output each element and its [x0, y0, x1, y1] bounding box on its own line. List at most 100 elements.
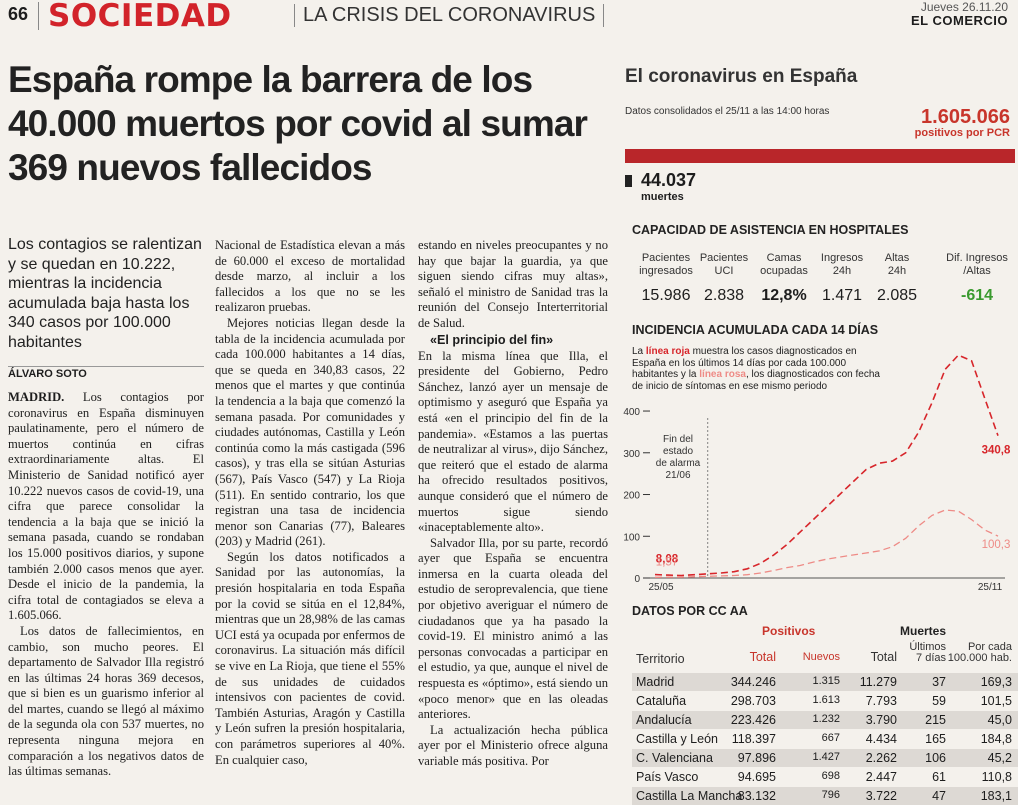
table-row [632, 711, 1018, 729]
table-value: -614 [960, 287, 994, 304]
table-cell: 101,5 [980, 694, 1012, 708]
table-cell: 7.793 [865, 694, 897, 708]
section-name: SOCIEDAD [48, 0, 232, 34]
dateline: MADRID. [8, 390, 65, 404]
table-cell: 94.695 [737, 770, 776, 784]
y-tick-label: 200 [623, 491, 640, 502]
chart-description: La línea roja muestra los casos diagnost… [632, 346, 892, 392]
table-cell: 165 [925, 732, 946, 746]
description-part: La [632, 346, 646, 357]
table-cell: 61 [932, 770, 946, 784]
table-cell: 4.434 [865, 732, 897, 746]
byline: ÁLVARO SOTO [8, 366, 204, 380]
column-header: Territorio [636, 652, 685, 666]
date: Jueves 26.11.20 [920, 0, 1008, 14]
positives: 1.605.066 [921, 106, 1010, 128]
annotation-line-text: estado [663, 446, 693, 457]
table-cell: 667 [821, 732, 840, 744]
table-cell: 37 [932, 675, 946, 689]
table-cell: 3.790 [865, 713, 897, 727]
table-cell: 183,1 [980, 789, 1012, 803]
table-cell: 298.703 [730, 694, 776, 708]
table-value: 1.471 [821, 287, 863, 304]
paragraph: Salvador Illa, por su parte, recordó aye… [418, 535, 608, 722]
table-cell: 215 [925, 713, 946, 727]
annotation-line-text: 21/06 [665, 470, 690, 481]
table-cell: 698 [821, 770, 840, 782]
y-tick-label: 100 [623, 532, 640, 543]
positives-label: positivos por PCR [914, 127, 1010, 139]
table-cell: 2.447 [865, 770, 897, 784]
column: MADRID. Los contagios por coronavirus en… [8, 390, 204, 791]
table-cell: 97.896 [737, 751, 776, 765]
table-row [632, 749, 1018, 767]
table-cell: 45,0 [987, 713, 1012, 727]
table-header: Pacientes ingresados [639, 252, 693, 277]
newspaper: EL COMERCIO [911, 13, 1008, 28]
crosshead: «El principio del fin» [430, 332, 554, 347]
deaths: 44.037 [641, 170, 697, 190]
paragraph: En la misma línea que Illa, el president… [418, 348, 608, 535]
bullet [625, 175, 632, 187]
headline: España rompe la barrera de los 40.000 mu… [8, 59, 588, 188]
table-cell: Madrid [636, 675, 675, 689]
table-cell: Andalucía [636, 713, 692, 727]
topic: LA CRISIS DEL CORONAVIRUS [294, 4, 605, 27]
table-header: Dif. Ingresos /Altas [946, 252, 1008, 277]
column: estando en niveles preocupantes y no hay… [418, 238, 608, 791]
table-cell: Cataluña [636, 694, 687, 708]
table-cell: 118.397 [731, 732, 776, 746]
table-cell: 11.279 [859, 675, 897, 689]
table-value: 15.986 [641, 287, 691, 304]
annotation: Fin del estado de alarma 21/06 [656, 434, 701, 481]
deaths-label: muertes [641, 191, 684, 203]
paragraph: Según los datos notificados a Sanidad po… [215, 549, 405, 767]
page-number: 66 [8, 4, 29, 24]
column-header: Nuevos [802, 651, 840, 663]
chart-title: INCIDENCIA ACUMULADA CADA 14 DÍAS [632, 323, 879, 337]
table-cell: C. Valenciana [636, 751, 713, 765]
divider [38, 2, 39, 30]
table-cell: Castilla y León [636, 732, 718, 746]
table-cell: 106 [925, 751, 946, 765]
value-label: 100,3 [982, 539, 1011, 551]
table-cell: 3.722 [865, 789, 897, 803]
infographic-title: El coronavirus en España [625, 66, 858, 87]
annotation-line-text: de alarma [656, 458, 701, 469]
paragraph: estando en niveles preocupantes y no hay… [418, 238, 608, 330]
column: Nacional de Estadística elevan a más de … [215, 238, 405, 791]
value-label: 1,57 [656, 556, 678, 568]
table-cell: 169,3 [980, 675, 1012, 689]
paragraph: Nacional de Estadística elevan a más de … [215, 238, 405, 315]
y-tick-label: 300 [623, 449, 640, 460]
paragraph-text: Los contagios por coronavirus en España … [8, 390, 204, 623]
table-cell: País Vasco [636, 770, 699, 784]
table-cell: 110,8 [981, 770, 1012, 784]
description-part: línea rosa [699, 369, 746, 380]
table-cell: 344.246 [730, 675, 776, 689]
table-cell: 1.427 [812, 751, 840, 763]
column-header: Total [749, 650, 776, 664]
x-tick-label: 25/11 [978, 582, 1003, 593]
section-title: DATOS POR CC AA [632, 604, 748, 618]
table-value: 12,8% [761, 287, 807, 304]
bar [625, 149, 1015, 163]
group-header: Positivos [762, 624, 816, 638]
table-cell: 83.132 [737, 789, 776, 803]
table-header: Ingresos 24h [820, 252, 864, 277]
column-header: Total [870, 650, 897, 664]
table-cell: 47 [932, 789, 946, 803]
table-cell: 45,2 [987, 751, 1012, 765]
table-cell: 2.262 [865, 751, 897, 765]
table-cell: 223.426 [730, 713, 776, 727]
description-part: línea roja [645, 346, 690, 357]
annotation-line-text: Fin del [663, 434, 693, 445]
column-header: Últimos 7 días [909, 641, 946, 664]
table-cell: 184,8 [980, 732, 1012, 746]
value-label: 8,08 [656, 554, 679, 566]
group-header: Muertes [900, 624, 947, 638]
paragraph: La actualización hecha pública ayer por … [418, 722, 608, 768]
y-tick-label: 400 [623, 407, 640, 418]
y-tick-label: 0 [634, 574, 640, 585]
column-header: Por cada 100.000 hab. [947, 641, 1012, 664]
